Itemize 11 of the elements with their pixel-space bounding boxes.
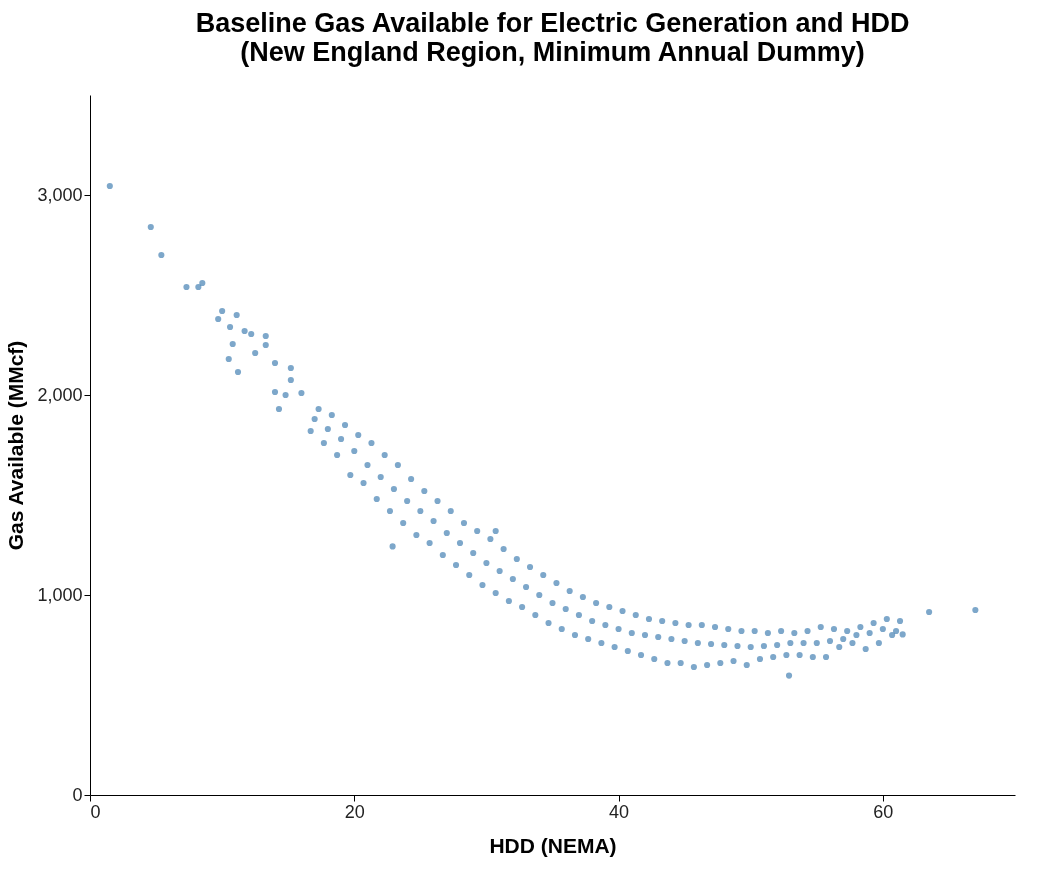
x-tick-label: 40	[609, 801, 630, 822]
x-tick-label: 60	[873, 801, 894, 822]
x-tick-label: 0	[90, 801, 101, 822]
y-tick-label: 3,000	[37, 184, 83, 205]
y-tick-label: 0	[72, 784, 83, 805]
x-tick-label: 20	[344, 801, 365, 822]
y-axis-title: Gas Available (MMcf)	[4, 340, 28, 551]
y-tick-label: 2,000	[37, 384, 83, 405]
y-tick-label: 1,000	[37, 584, 83, 605]
x-axis-title: HDD (NEMA)	[489, 833, 617, 857]
chart-title: Baseline Gas Available for Electric Generation and HDD (New England Region, Minimum Annual Dummy)	[195, 8, 910, 67]
